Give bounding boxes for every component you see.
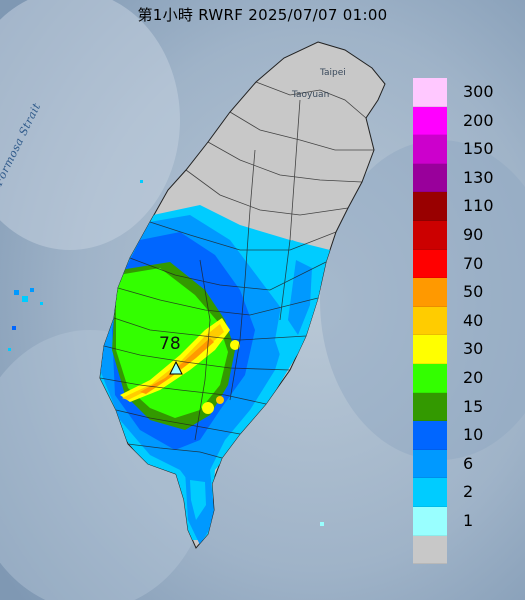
cloud-texture	[0, 0, 180, 250]
legend-swatch	[413, 535, 447, 565]
max-rainfall-marker	[169, 360, 183, 375]
legend-swatch	[413, 335, 447, 364]
legend-swatch	[413, 306, 447, 336]
legend-swatch	[413, 507, 447, 536]
legend-swatch	[413, 163, 447, 193]
legend-label: 6	[463, 453, 474, 473]
legend-label: 1	[463, 511, 474, 530]
legend-label: 50	[463, 282, 484, 302]
offshore-echoes	[8, 180, 324, 526]
legend-swatch	[413, 478, 447, 507]
rainfall-field	[100, 205, 330, 545]
legend-swatch	[413, 135, 447, 164]
legend-label: 300	[463, 82, 494, 101]
legend-label: 200	[463, 110, 494, 130]
forecast-title: 第1小時 RWRF 2025/07/07 01:00	[137, 6, 388, 24]
place-label-taipei: Taipei	[320, 68, 346, 78]
legend-swatch	[413, 78, 447, 107]
place-label-taoyuan: Taoyuan	[292, 90, 330, 100]
admin-borders	[99, 81, 374, 459]
legend-label: 90	[463, 225, 484, 244]
legend-label: 40	[463, 310, 484, 330]
legend-label: 130	[463, 167, 494, 187]
legend-label: 70	[463, 253, 484, 273]
legend-label: 110	[463, 196, 494, 216]
legend-label: 20	[463, 368, 484, 387]
legend-swatch	[413, 249, 447, 279]
legend-swatch	[413, 278, 447, 307]
legend-swatch	[413, 449, 447, 479]
legend-swatch	[413, 106, 447, 136]
legend-swatch	[413, 421, 447, 450]
legend-label: 150	[463, 139, 494, 159]
legend-swatch	[413, 192, 447, 221]
legend-label: 2	[463, 482, 474, 502]
max-rainfall-value: 78	[159, 334, 181, 354]
legend-swatch	[413, 221, 447, 250]
legend-swatch	[413, 392, 447, 422]
legend-label: 10	[463, 425, 484, 445]
legend-label: 15	[463, 396, 484, 416]
legend-label: 30	[463, 339, 484, 359]
legend-swatch	[413, 364, 447, 393]
